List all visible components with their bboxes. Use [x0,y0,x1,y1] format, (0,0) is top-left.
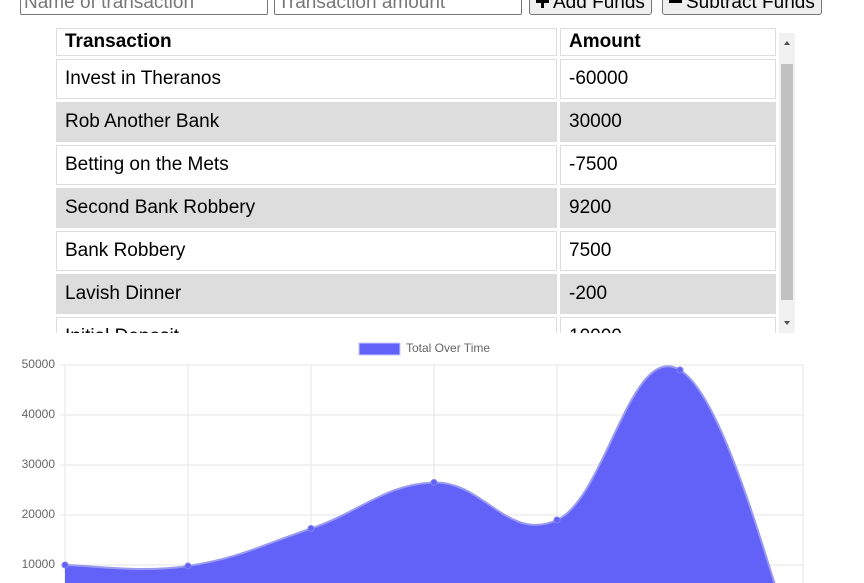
table-row: Invest in Theranos -60000 [56,59,776,99]
amount-cell: 7500 [560,231,776,271]
point [430,479,438,486]
table-row: Rob Another Bank 30000 [56,102,776,142]
point [307,525,315,532]
name-cell: Betting on the Mets [56,145,557,185]
amount-cell: 10000 [560,317,776,333]
amount-input[interactable]: Transaction amount [274,0,522,15]
name-cell: Lavish Dinner [56,274,557,314]
scroll-arrows [784,41,790,325]
point [184,562,192,570]
amount-cell: 30000 [560,102,776,142]
header-cell: Amount [560,28,776,56]
name-cell: Initial Deposit [56,317,557,333]
point [61,561,69,569]
scrollbar[interactable] [779,33,795,333]
add-label: Add Funds [553,0,645,13]
name-cell: Rob Another Bank [56,102,557,142]
subtract-label: Subtract Funds [686,0,815,13]
minus-icon [669,0,682,8]
table-container: Transaction Amount Invest in Theranos -60… [55,28,796,333]
amount-cell: -60000 [560,59,776,99]
add-button[interactable]: Add Funds [529,0,652,15]
scrollbar-thumb[interactable] [781,64,793,300]
area [65,366,775,583]
amount-cell: -200 [560,274,776,314]
name-cell: Bank Robbery [56,231,557,271]
y-tick-label: 20000 [22,507,56,521]
chart: 10000 20000 30000 40000 50000 Total Over Time [22,341,804,583]
line [64,365,776,583]
name-cell: Invest in Theranos [56,59,557,99]
transactions-table: Transaction Amount Invest in Theranos -60… [55,28,779,333]
point [553,516,561,524]
point [676,366,684,374]
header-cell: Transaction [56,28,557,56]
name-input[interactable]: Name of transaction [20,0,268,15]
subtract-button[interactable]: Subtract Funds [662,0,822,15]
table-row: Second Bank Robbery 9200 [56,188,776,228]
y-tick-label: 40000 [22,407,56,421]
table-row: Initial Deposit10000 [56,317,776,333]
legend-label: Total Over Time [406,341,490,355]
y-tick-label: 30000 [22,457,56,471]
table-row: Bank Robbery 7500 [56,231,776,271]
amount-cell: -7500 [560,145,776,185]
table-row: Lavish Dinner -200 [56,274,776,314]
amount-cell: 9200 [560,188,776,228]
legend-swatch [358,342,401,356]
y-tick-label: 50000 [22,357,56,371]
name-cell: Second Bank Robbery [56,188,557,228]
y-tick-label: 10000 [22,557,56,571]
table-row: Betting on the Mets -7500 [56,145,776,185]
header-row: Transaction Amount [56,28,776,56]
plus-icon [536,0,549,8]
